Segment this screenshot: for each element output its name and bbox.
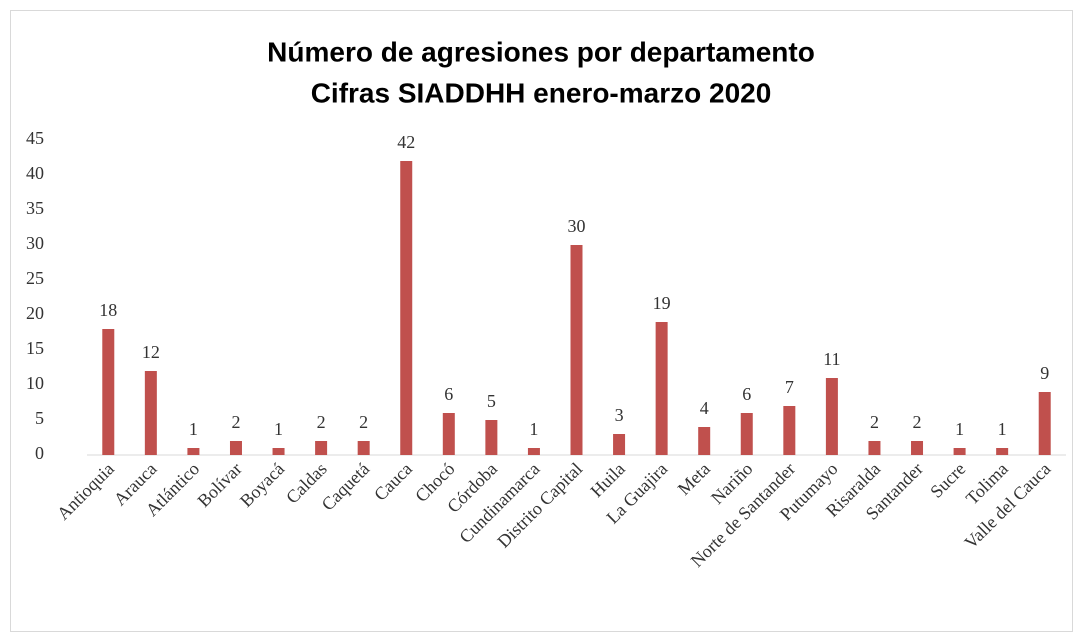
bar: [740, 413, 753, 455]
bar: [400, 161, 413, 455]
chart-title: Número de agresiones por departamento: [267, 36, 815, 67]
y-tick-label: 15: [26, 338, 44, 358]
chart-subtitle: Cifras SIADDHH enero-marzo 2020: [311, 77, 772, 108]
bar: [102, 329, 115, 455]
data-label: 6: [742, 384, 751, 404]
bar: [996, 448, 1009, 455]
bar: [655, 322, 668, 455]
y-tick-label: 25: [26, 268, 44, 288]
data-label: 7: [785, 377, 794, 397]
bar: [229, 441, 242, 455]
bar: [953, 448, 966, 455]
data-label: 3: [615, 405, 624, 425]
bar: [272, 448, 285, 455]
data-label: 2: [317, 412, 326, 432]
y-tick-label: 5: [35, 408, 44, 428]
y-tick-label: 45: [26, 128, 44, 148]
bar: [442, 413, 455, 455]
bar: [868, 441, 881, 455]
data-label: 6: [444, 384, 453, 404]
y-tick-label: 35: [26, 198, 44, 218]
data-label: 1: [529, 419, 538, 439]
y-tick-label: 0: [35, 443, 44, 463]
data-label: 18: [99, 300, 117, 320]
data-label: 4: [700, 398, 709, 418]
data-label: 1: [998, 419, 1007, 439]
data-label: 1: [274, 419, 283, 439]
data-label: 5: [487, 391, 496, 411]
bar: [357, 441, 370, 455]
bar: [825, 378, 838, 455]
bar: [570, 245, 583, 455]
bar: [187, 448, 200, 455]
bar: [315, 441, 328, 455]
data-label: 2: [359, 412, 368, 432]
data-label: 2: [913, 412, 922, 432]
data-label: 1: [189, 419, 198, 439]
bar: [485, 420, 498, 455]
bar: [527, 448, 540, 455]
y-tick-label: 30: [26, 233, 44, 253]
data-label: 12: [142, 342, 160, 362]
data-label: 9: [1040, 363, 1049, 383]
data-label: 2: [870, 412, 879, 432]
data-label: 2: [231, 412, 240, 432]
bar: [698, 427, 711, 455]
bar: [911, 441, 924, 455]
y-tick-label: 10: [26, 373, 44, 393]
bar: [1038, 392, 1051, 455]
bar: [783, 406, 796, 455]
data-label: 42: [397, 132, 415, 152]
data-label: 19: [653, 293, 671, 313]
bar: [613, 434, 626, 455]
y-tick-label: 40: [26, 163, 44, 183]
data-label: 30: [568, 216, 586, 236]
y-tick-label: 20: [26, 303, 44, 323]
bar: [144, 371, 157, 455]
chart-border: [10, 10, 1073, 632]
data-label: 1: [955, 419, 964, 439]
data-label: 11: [823, 349, 840, 369]
